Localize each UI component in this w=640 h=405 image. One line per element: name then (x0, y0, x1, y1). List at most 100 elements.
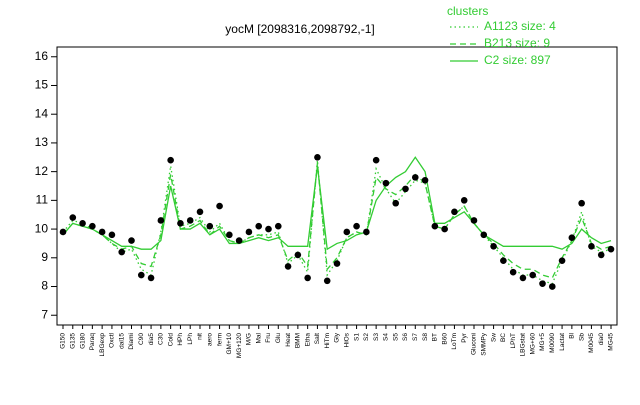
x-tick-label: dia5 (148, 333, 155, 346)
data-point (431, 222, 439, 230)
y-tick-label: 15 (35, 78, 49, 92)
data-point (372, 156, 380, 164)
x-tick-label: Gly (334, 332, 341, 343)
data-point (500, 257, 507, 264)
x-tick-label: ferm (216, 333, 223, 346)
data-point (304, 274, 311, 282)
x-tick-label: LPhT (510, 333, 517, 349)
data-point (69, 214, 77, 221)
x-tick-label: MG+120 (236, 333, 243, 358)
x-tick-label: HiTm (324, 333, 331, 349)
x-tick-label: nit (197, 333, 204, 340)
data-point (519, 274, 527, 282)
x-tick-label: BC (500, 333, 507, 342)
data-point (167, 156, 174, 164)
data-point (245, 228, 253, 236)
y-tick-label: 14 (35, 106, 49, 120)
legend-label: C2 size: 897 (484, 53, 551, 67)
x-tick-label: Lactat (559, 333, 566, 351)
data-point (235, 237, 243, 244)
x-tick-label: HPh (177, 333, 184, 346)
data-point (392, 199, 400, 207)
y-tick-label: 8 (41, 279, 48, 293)
x-tick-label: S4 (383, 333, 390, 341)
data-point (607, 245, 615, 253)
data-point (441, 225, 448, 233)
data-point (108, 231, 116, 239)
y-tick-label: 10 (35, 221, 49, 235)
data-point (460, 197, 468, 204)
data-point (226, 231, 233, 239)
data-point (59, 228, 67, 236)
x-tick-label: SMMPy (481, 332, 488, 356)
x-tick-label: M0090 (549, 333, 556, 353)
data-point (421, 176, 429, 184)
x-tick-label: Bl (569, 332, 576, 338)
x-tick-label: Gluconi (471, 333, 478, 355)
x-tick-label: Sw (490, 333, 497, 342)
x-tick-label: Fru (265, 333, 272, 343)
data-point (353, 222, 360, 230)
series-line (62, 162, 612, 279)
x-tick-label: Pyr (461, 332, 468, 343)
legend-title: clusters (447, 4, 488, 18)
data-point (363, 228, 370, 236)
y-tick-label: 11 (36, 193, 49, 207)
x-tick-label: B60 (441, 333, 448, 345)
data-point (177, 220, 184, 227)
data-point (128, 237, 135, 244)
data-point (137, 271, 145, 279)
data-point (265, 225, 272, 233)
data-point (118, 248, 126, 256)
x-tick-label: Etha (304, 333, 311, 347)
x-tick-label: G150 (60, 333, 67, 349)
data-point (343, 228, 351, 236)
data-point (568, 234, 576, 241)
x-tick-label: dia0 (598, 333, 605, 346)
data-point (147, 274, 155, 282)
x-tick-label: Glu (275, 333, 282, 344)
chart-title: yocM [2098316,2098792,-1] (225, 22, 374, 36)
data-point (548, 283, 556, 290)
x-tick-label: dal15 (118, 333, 125, 349)
x-tick-label: S3 (373, 333, 380, 341)
x-tick-label: BT (432, 333, 439, 341)
data-point (490, 243, 497, 250)
data-point (451, 208, 458, 216)
data-point (274, 222, 282, 230)
data-point (529, 271, 537, 279)
x-tick-label: MG+5 (539, 333, 546, 351)
x-tick-label: M0045 (588, 333, 595, 353)
data-point (411, 174, 419, 181)
y-tick-label: 9 (41, 250, 48, 264)
data-point (597, 251, 605, 259)
data-point (216, 202, 223, 210)
x-tick-label: Diami (128, 333, 135, 350)
y-tick-label: 13 (35, 135, 49, 149)
x-tick-label: Mal (255, 332, 262, 343)
x-tick-label: LPh (187, 333, 194, 345)
data-point (470, 217, 478, 224)
x-tick-label: S8 (422, 333, 429, 341)
x-tick-label: LoTm (451, 333, 458, 350)
data-point (509, 268, 517, 276)
data-point (255, 222, 263, 230)
x-tick-label: S6 (402, 333, 409, 341)
data-point (206, 222, 214, 230)
data-point (196, 208, 204, 216)
plot-frame (56, 46, 618, 326)
x-tick-label: G135 (70, 333, 77, 349)
legend-label: B213 size: 9 (484, 36, 550, 50)
data-point (323, 277, 331, 285)
series-line (62, 156, 612, 251)
x-tick-label: Heat (285, 333, 292, 347)
x-tick-label: Sb (578, 333, 585, 341)
data-point (186, 217, 194, 224)
x-tick-label: C30 (158, 333, 165, 345)
x-tick-label: Salt (314, 333, 321, 344)
y-tick-label: 16 (35, 49, 49, 63)
x-tick-label: MG+60 (529, 333, 536, 355)
data-point (480, 231, 488, 239)
data-point (382, 179, 390, 187)
legend-label: A1123 size: 4 (484, 19, 556, 33)
